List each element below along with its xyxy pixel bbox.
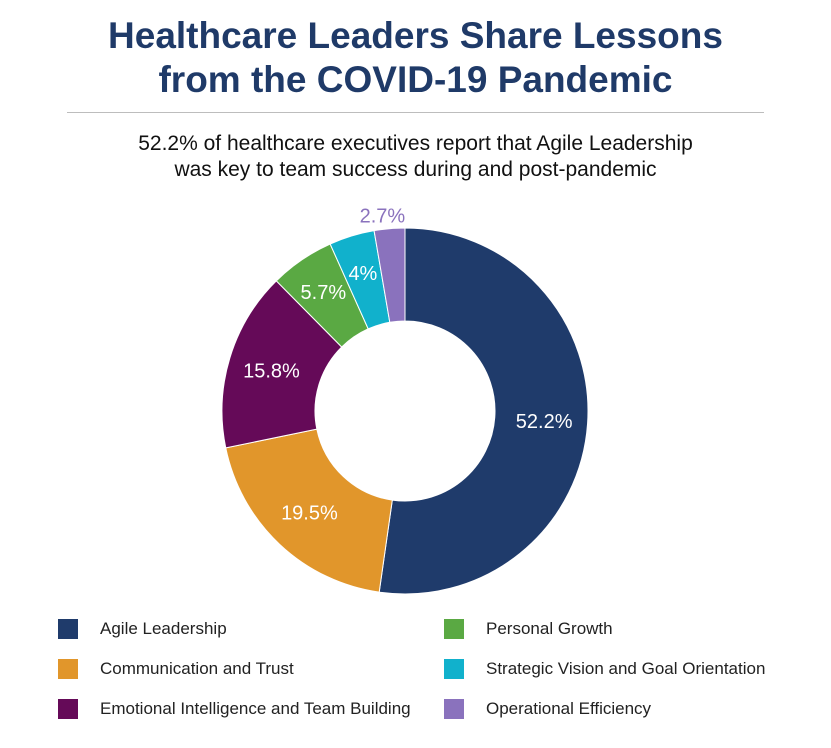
- page-title: Healthcare Leaders Share Lessons from th…: [0, 14, 831, 102]
- title-line-2: from the COVID-19 Pandemic: [158, 59, 673, 100]
- legend-label: Agile Leadership: [100, 619, 227, 638]
- data-label: 2.7%: [360, 206, 406, 228]
- legend-label: Communication and Trust: [100, 659, 294, 678]
- legend-item: Personal Growth: [444, 619, 613, 639]
- donut-slice: [221, 280, 343, 449]
- subtitle-line-1: 52.2% of healthcare executives report th…: [138, 132, 693, 155]
- legend-swatch: [58, 619, 78, 639]
- chart-subtitle: 52.2% of healthcare executives report th…: [0, 131, 831, 183]
- legend-label: Strategic Vision and Goal Orientation: [486, 659, 766, 678]
- legend-swatch: [58, 659, 78, 679]
- legend-item: Emotional Intelligence and Team Building: [58, 699, 411, 719]
- data-label: 4%: [348, 263, 377, 285]
- legend-item: Communication and Trust: [58, 659, 294, 679]
- donut-slice: [373, 227, 406, 323]
- legend-item: Agile Leadership: [58, 619, 227, 639]
- legend-label: Emotional Intelligence and Team Building: [100, 699, 411, 718]
- legend-item: Operational Efficiency: [444, 699, 651, 719]
- donut-slice: [378, 227, 589, 595]
- subtitle-line-2: was key to team success during and post-…: [174, 158, 657, 181]
- data-label: 19.5%: [281, 503, 338, 525]
- title-line-1: Healthcare Leaders Share Lessons: [108, 15, 723, 56]
- data-label: 5.7%: [301, 282, 347, 304]
- legend-label: Personal Growth: [486, 619, 613, 638]
- donut-slice: [225, 428, 393, 593]
- title-divider: [67, 112, 764, 113]
- legend-swatch: [58, 699, 78, 719]
- legend-swatch: [444, 619, 464, 639]
- legend-swatch: [444, 699, 464, 719]
- legend-label: Operational Efficiency: [486, 699, 652, 718]
- data-label: 52.2%: [516, 411, 573, 433]
- legend-item: Strategic Vision and Goal Orientation: [444, 659, 765, 679]
- legend-swatch: [444, 659, 464, 679]
- data-label: 15.8%: [243, 361, 300, 383]
